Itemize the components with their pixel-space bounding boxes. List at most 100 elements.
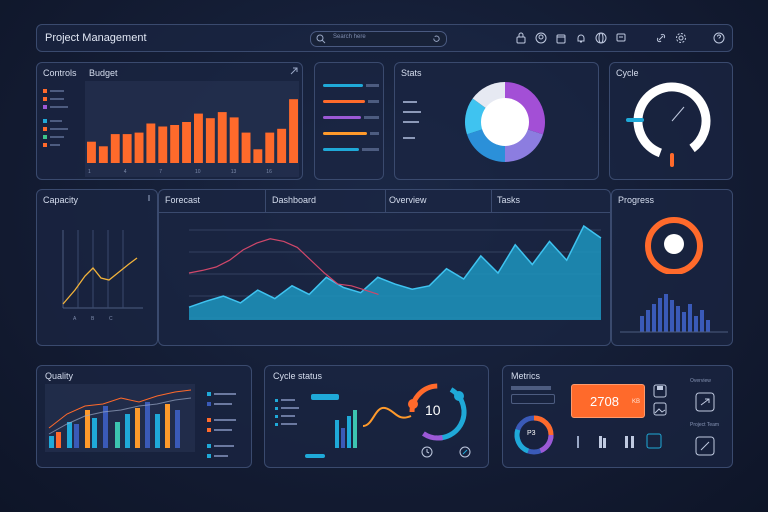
progress-ring <box>645 217 703 274</box>
settings-icon[interactable] <box>675 32 687 44</box>
progress-panel: Progress <box>611 189 733 346</box>
status-tab[interactable] <box>311 394 339 400</box>
bar-tick-label: 16 <box>266 169 272 175</box>
donut-chart <box>465 82 545 162</box>
cycle-ring <box>408 383 467 441</box>
bell-icon[interactable] <box>575 32 587 44</box>
forecast-panel: Forecast Dashboard Overview Tasks <box>158 189 612 346</box>
forecast-area-chart <box>188 224 602 320</box>
cycle-wave <box>363 406 412 427</box>
cycle-status-panel: Cycle status 10 <box>264 365 489 468</box>
collapse-icon[interactable] <box>145 194 153 202</box>
progress-mini-bars <box>620 294 728 333</box>
tasks-title: Tasks <box>497 195 521 205</box>
budget-bar <box>98 146 108 163</box>
lock-icon[interactable] <box>515 32 527 44</box>
globe-icon[interactable] <box>595 32 607 44</box>
stats-panel: Stats <box>394 62 599 180</box>
message-icon[interactable] <box>615 32 627 44</box>
budget-bar <box>205 118 215 163</box>
user-icon[interactable] <box>535 32 547 44</box>
mini-bars-icons <box>577 433 662 449</box>
cycle-title: Cycle <box>616 68 639 78</box>
cycle-panel: Cycle <box>609 62 733 180</box>
calendar-icon[interactable] <box>555 32 567 44</box>
budget-bar <box>229 117 239 163</box>
budget-bar <box>194 113 203 163</box>
bar-tick-label: 4 <box>124 169 127 175</box>
bar-tick-label: 7 <box>159 169 162 175</box>
project-team-label: Project Team <box>690 422 720 428</box>
metric-box: 2708 KB <box>571 384 645 418</box>
time-icon[interactable] <box>421 446 433 458</box>
save-icon[interactable] <box>653 384 667 398</box>
header-bar: Project Management Search here <box>36 24 733 52</box>
ring-value: P3 <box>527 430 536 437</box>
svg-text:A: A <box>73 316 77 322</box>
legend-list <box>43 85 68 151</box>
capacity-title: Capacity <box>43 195 79 205</box>
capacity-line-chart: A B C <box>62 230 143 322</box>
dashboard-title: Dashboard <box>272 195 317 205</box>
stats-title: Stats <box>401 68 422 78</box>
budget-title: Budget <box>89 68 118 78</box>
metrics-input[interactable] <box>511 394 555 404</box>
svg-text:B: B <box>91 316 95 322</box>
progress-lines-panel <box>314 62 384 180</box>
image-icon[interactable] <box>653 402 667 416</box>
metrics-ring <box>514 415 554 455</box>
capacity-panel: Capacity A B C <box>36 189 158 346</box>
arrow-icon[interactable] <box>695 392 715 412</box>
budget-bar <box>122 134 132 163</box>
metric-value: 2708 <box>590 394 619 409</box>
budget-bar <box>217 112 227 163</box>
quality-combo-chart <box>45 384 195 452</box>
progress-title: Progress <box>618 195 655 205</box>
help-icon[interactable] <box>713 32 725 44</box>
forecast-area <box>189 226 601 320</box>
budget-bar <box>241 132 251 163</box>
budget-bar <box>110 134 120 163</box>
budget-bar <box>265 132 275 163</box>
refresh-icon[interactable] <box>432 34 441 43</box>
forecast-line-secondary <box>188 238 379 295</box>
budget-bar <box>134 132 144 163</box>
quality-title: Quality <box>45 371 74 381</box>
cycle-status-title: Cycle status <box>273 371 323 381</box>
svg-text:C: C <box>109 316 113 322</box>
bar-tick-label: 13 <box>231 169 237 175</box>
controls-title: Controls <box>43 68 77 78</box>
quality-panel: Quality <box>36 365 252 468</box>
search-input[interactable]: Search here <box>310 31 447 47</box>
budget-bar <box>277 128 287 163</box>
page-title: Project Management <box>45 32 147 44</box>
expand-icon[interactable] <box>290 67 298 75</box>
budget-bar <box>146 123 156 163</box>
budget-bar <box>182 122 191 163</box>
link-icon[interactable] <box>655 32 667 44</box>
bar-tick-label: 1 <box>88 169 91 175</box>
overview-label: Overview <box>690 378 711 384</box>
quality-legend <box>207 386 236 464</box>
budget-bar-chart: 1 4 7 10 13 16 <box>85 81 299 177</box>
edit-icon[interactable] <box>459 446 471 458</box>
cycle-center-value: 10 <box>425 402 441 418</box>
search-icon <box>316 34 326 44</box>
stats-legend <box>403 93 421 139</box>
budget-bar <box>87 141 96 163</box>
forecast-line <box>188 224 602 308</box>
team-icon[interactable] <box>695 436 715 456</box>
metric-unit: KB <box>631 399 640 405</box>
forecast-title: Forecast <box>165 195 201 205</box>
bar-tick-label: 10 <box>195 169 201 175</box>
overview-title: Overview <box>389 195 427 205</box>
metrics-panel: Metrics 2708 KB P3 Overview Project Team <box>502 365 733 468</box>
search-placeholder: Search here <box>333 34 366 40</box>
budget-bar <box>289 99 298 163</box>
metrics-title: Metrics <box>511 371 540 381</box>
controls-panel: Controls Budget 1 4 7 10 13 16 <box>36 62 303 180</box>
cycle-gauge <box>626 82 711 167</box>
budget-bar <box>170 125 180 163</box>
budget-bar <box>158 126 168 163</box>
cycle-mini-bars <box>335 410 357 448</box>
